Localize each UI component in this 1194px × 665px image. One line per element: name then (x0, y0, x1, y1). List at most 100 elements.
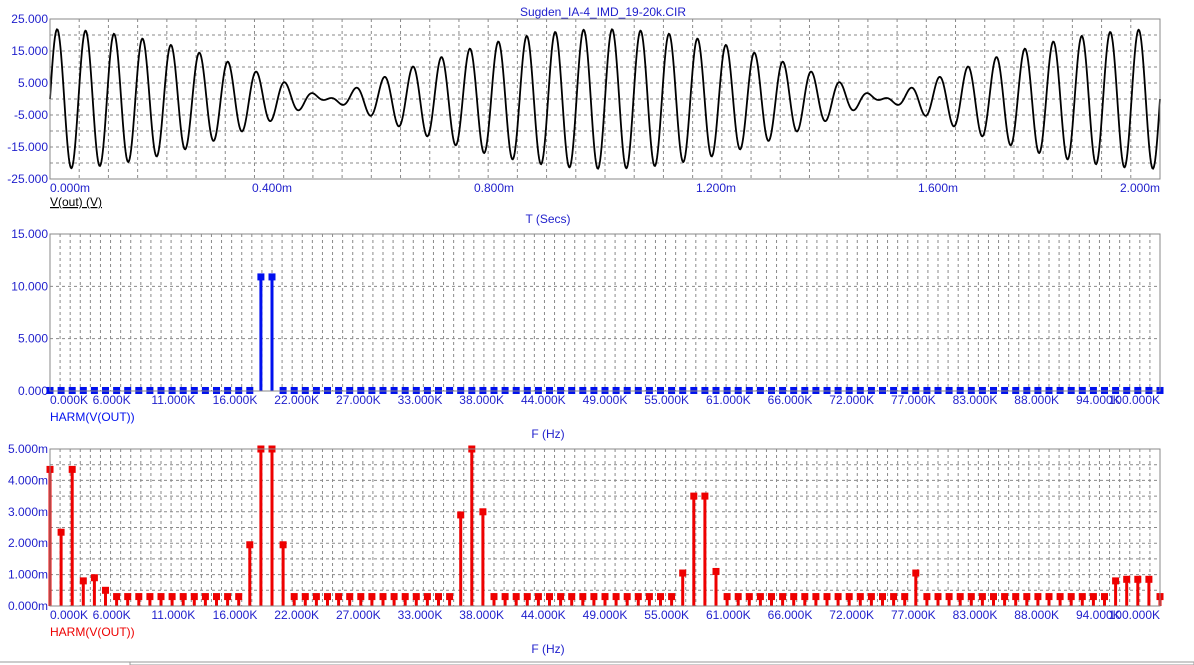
harmonic-marker (401, 593, 409, 601)
harmonic-marker (590, 593, 598, 601)
harmonic-marker (512, 386, 520, 394)
harmonic-marker (790, 386, 798, 394)
y-tick-label: 10.000 (11, 279, 48, 293)
x-tick-label: 0.000K (50, 608, 88, 622)
harmonic-marker (701, 386, 709, 394)
harmonic-marker (679, 569, 687, 577)
harmonic-marker (1045, 386, 1053, 394)
harmonic-marker (368, 593, 376, 601)
harmonic-marker (845, 593, 853, 601)
harmonic-marker (501, 386, 509, 394)
harmonic-marker (967, 386, 975, 394)
x-tick-label: 2.000m (1120, 181, 1160, 195)
harmonic-marker (934, 386, 942, 394)
harmonic-marker (579, 386, 587, 394)
y-tick-label: 1.000m (8, 568, 48, 582)
y-tick-label: 25.000 (11, 12, 48, 26)
y-tick-label: 15.000 (11, 44, 48, 58)
harmonic-marker (412, 593, 420, 601)
harmonic-marker (978, 386, 986, 394)
harmonic-marker (312, 386, 320, 394)
harmonic-marker (124, 593, 132, 601)
harmonic-marker (146, 593, 154, 601)
y-tick-label: 4.000m (8, 473, 48, 487)
harmonic-marker (923, 386, 931, 394)
harmonic-marker (956, 386, 964, 394)
x-tick-label: 100.000K (1109, 393, 1160, 407)
harmonic-marker (890, 593, 898, 601)
harmonic-marker (457, 386, 465, 394)
harmonic-marker (246, 541, 254, 549)
x-tick-label: 38.000K (459, 393, 504, 407)
harmonic-marker (213, 593, 220, 601)
harmonic-marker (546, 386, 553, 394)
harmonic-marker (790, 593, 798, 601)
harmonic-marker (190, 593, 198, 601)
harmonic-marker (1145, 575, 1153, 583)
x-tick-label: 100.000K (1109, 608, 1160, 622)
harmonic-marker (601, 593, 609, 601)
harmonic-marker (168, 593, 176, 601)
harmonic-marker (102, 586, 109, 594)
harmonic-marker (756, 386, 764, 394)
harmonic-marker (634, 386, 642, 394)
harmonic-marker (368, 386, 376, 394)
harmonic-marker (290, 386, 298, 394)
y-tick-label: 0.000 (18, 384, 48, 398)
harmonic-marker (823, 386, 831, 394)
harmonic-marker (201, 386, 209, 394)
harmonic-marker (1134, 575, 1142, 583)
harmonic-marker (590, 386, 598, 394)
harmonic-marker (867, 593, 875, 601)
x-tick-label: 94.000K (1076, 608, 1121, 622)
x-tick-label: 0.800m (474, 181, 514, 195)
harmonic-marker (645, 593, 653, 601)
harmonic-marker (534, 593, 542, 601)
harmonic-marker (668, 593, 676, 601)
x-tick-label: 16.000K (213, 608, 258, 622)
harmonic-marker (113, 386, 121, 394)
x-tick-label: 6.000K (93, 393, 131, 407)
harmonic-marker (401, 386, 409, 394)
harmonic-marker (768, 593, 775, 601)
harmonic-marker (224, 593, 232, 601)
x-tick-label: 72.000K (829, 393, 874, 407)
harmonic-marker (1023, 386, 1031, 394)
harmonic-marker (945, 593, 953, 601)
x-tick-label: 77.000K (891, 393, 936, 407)
harmonic-marker (90, 386, 98, 394)
harmonic-marker (768, 386, 775, 394)
harmonic-marker (1078, 593, 1086, 601)
harmonics-zoom-x-label: F (Hz) (531, 642, 564, 656)
y-tick-label: 0.000m (8, 599, 48, 613)
transient-plot-frame (49, 18, 1161, 180)
harmonic-marker (357, 593, 365, 601)
x-tick-label: 0.000K (50, 393, 88, 407)
harmonic-marker (668, 386, 676, 394)
harmonic-marker (623, 593, 631, 601)
x-tick-label: 1.600m (918, 181, 958, 195)
harmonic-marker (235, 386, 243, 394)
harmonic-marker (1023, 593, 1031, 601)
x-tick-label: 27.000K (336, 393, 381, 407)
harmonic-marker (168, 386, 176, 394)
harmonic-marker (523, 386, 531, 394)
harmonic-marker (523, 593, 531, 601)
status-bar-field (129, 661, 1194, 665)
harmonic-marker (679, 386, 687, 394)
harmonic-marker (490, 593, 498, 601)
harmonic-marker (879, 593, 886, 601)
harmonic-marker (390, 386, 398, 394)
y-tick-label: 3.000m (8, 505, 48, 519)
transient-plot: 25.000 15.000 5.000 -5.000 -15.000 -25.0000.0… (7, 12, 1161, 226)
harmonic-marker (435, 386, 442, 394)
harmonic-marker (312, 593, 320, 601)
harmonic-marker (812, 593, 820, 601)
harmonic-marker (690, 492, 698, 500)
vout-trace (49, 28, 1161, 170)
x-tick-label: 6.000K (93, 608, 131, 622)
transient-y-label: V(out) (V) (50, 195, 102, 209)
harmonics-plot-frame (49, 233, 1161, 392)
harmonic-marker (756, 593, 764, 601)
harmonic-marker (446, 593, 454, 601)
